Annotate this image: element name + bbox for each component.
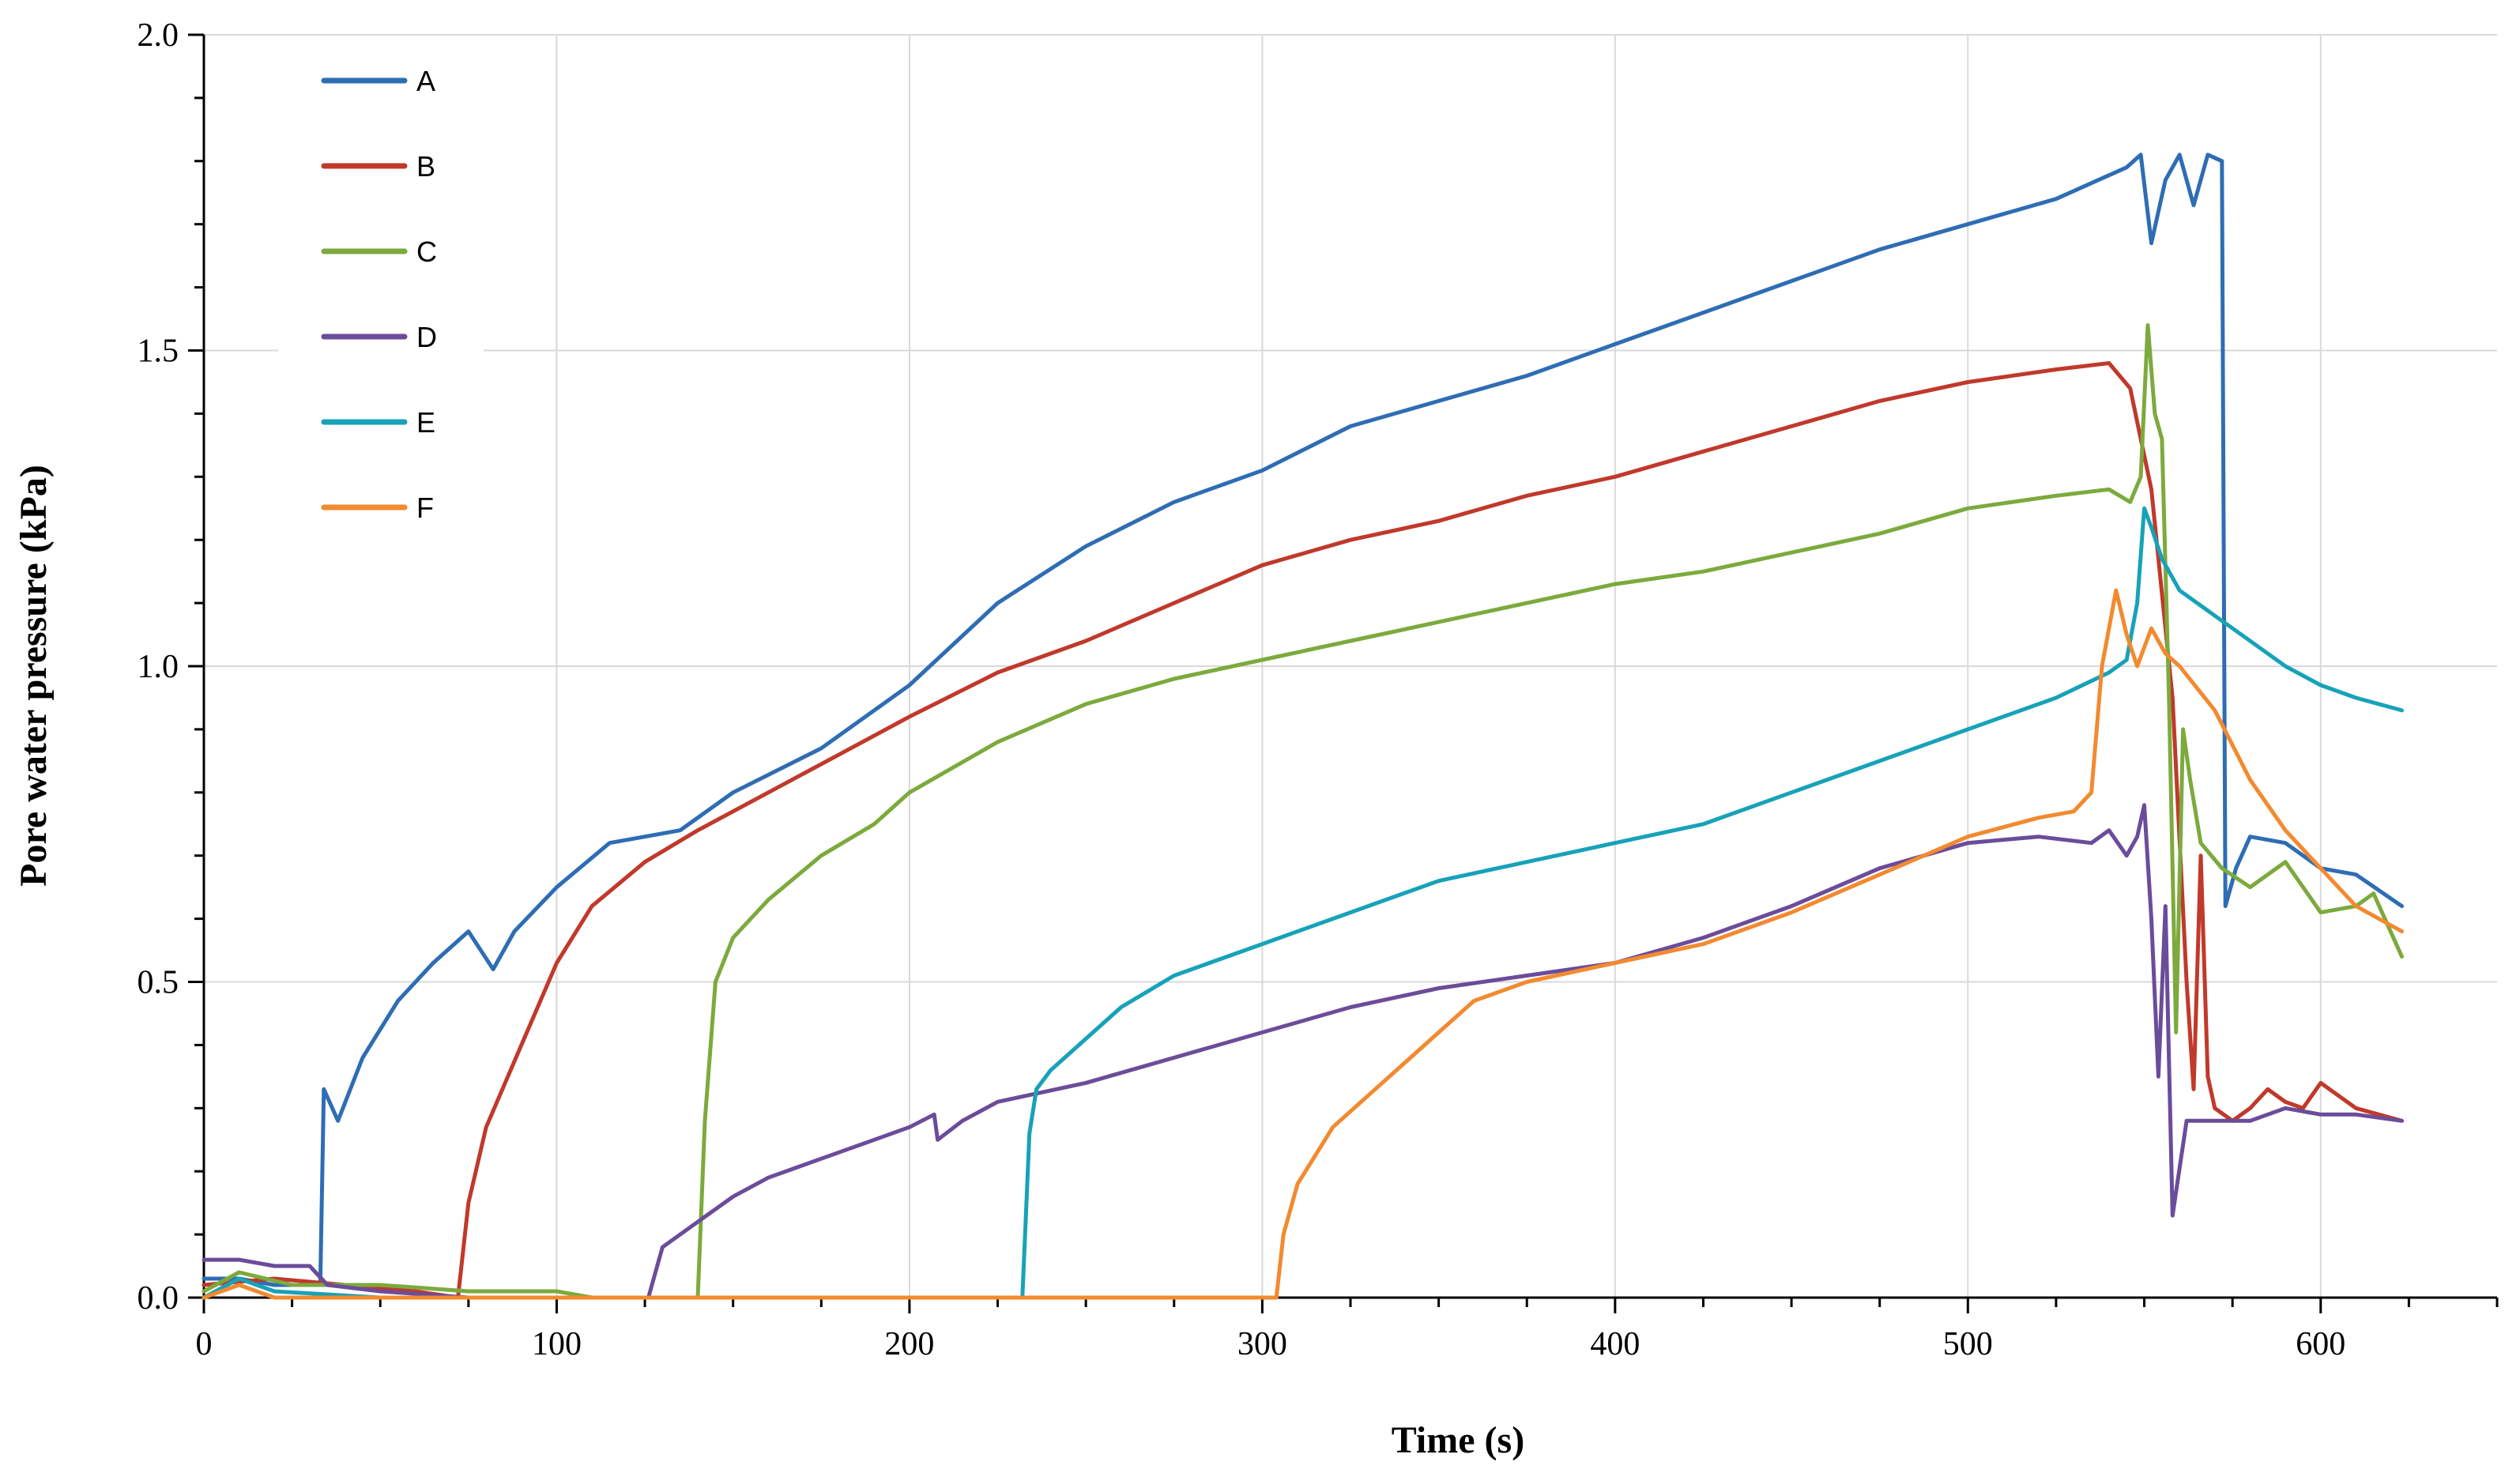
series-line-f: [202, 588, 2404, 1300]
legend-label-a: A: [416, 65, 435, 97]
x-tick-label: 300: [1237, 1326, 1287, 1362]
x-tick-label: 500: [1943, 1326, 1993, 1362]
x-tick-label: 200: [884, 1326, 934, 1362]
y-tick-label: 2.0: [137, 17, 179, 54]
legend-label-b: B: [416, 150, 435, 183]
series-line-a: [202, 153, 2404, 1287]
x-tick-label: 600: [2296, 1326, 2345, 1362]
legend: A B C D E F: [278, 49, 484, 524]
grid: [204, 34, 2497, 1298]
legend-box: [278, 49, 484, 523]
y-tick-label: 1.0: [137, 649, 179, 685]
y-tick-label: 0.5: [137, 965, 179, 1001]
legend-label-f: F: [416, 492, 434, 524]
x-tick-label: 400: [1590, 1326, 1640, 1362]
y-tick-label: 1.5: [137, 333, 179, 370]
x-tick-label: 100: [532, 1326, 582, 1362]
legend-label-d: D: [416, 321, 437, 353]
x-axis-title: Time (s): [1392, 1419, 1524, 1461]
tick-labels: 0 100 200 300 400 500 600 0.0 0.5 1.0 1.5 2.0: [137, 17, 2346, 1362]
series-line-b: [202, 361, 2404, 1300]
y-axis-title: Pore water pressure (kPa): [13, 465, 55, 887]
legend-label-e: E: [416, 406, 435, 439]
x-tick-label: 0: [196, 1326, 213, 1362]
series-lines: [202, 153, 2404, 1300]
legend-label-c: C: [416, 235, 437, 268]
y-tick-label: 0.0: [137, 1280, 179, 1317]
